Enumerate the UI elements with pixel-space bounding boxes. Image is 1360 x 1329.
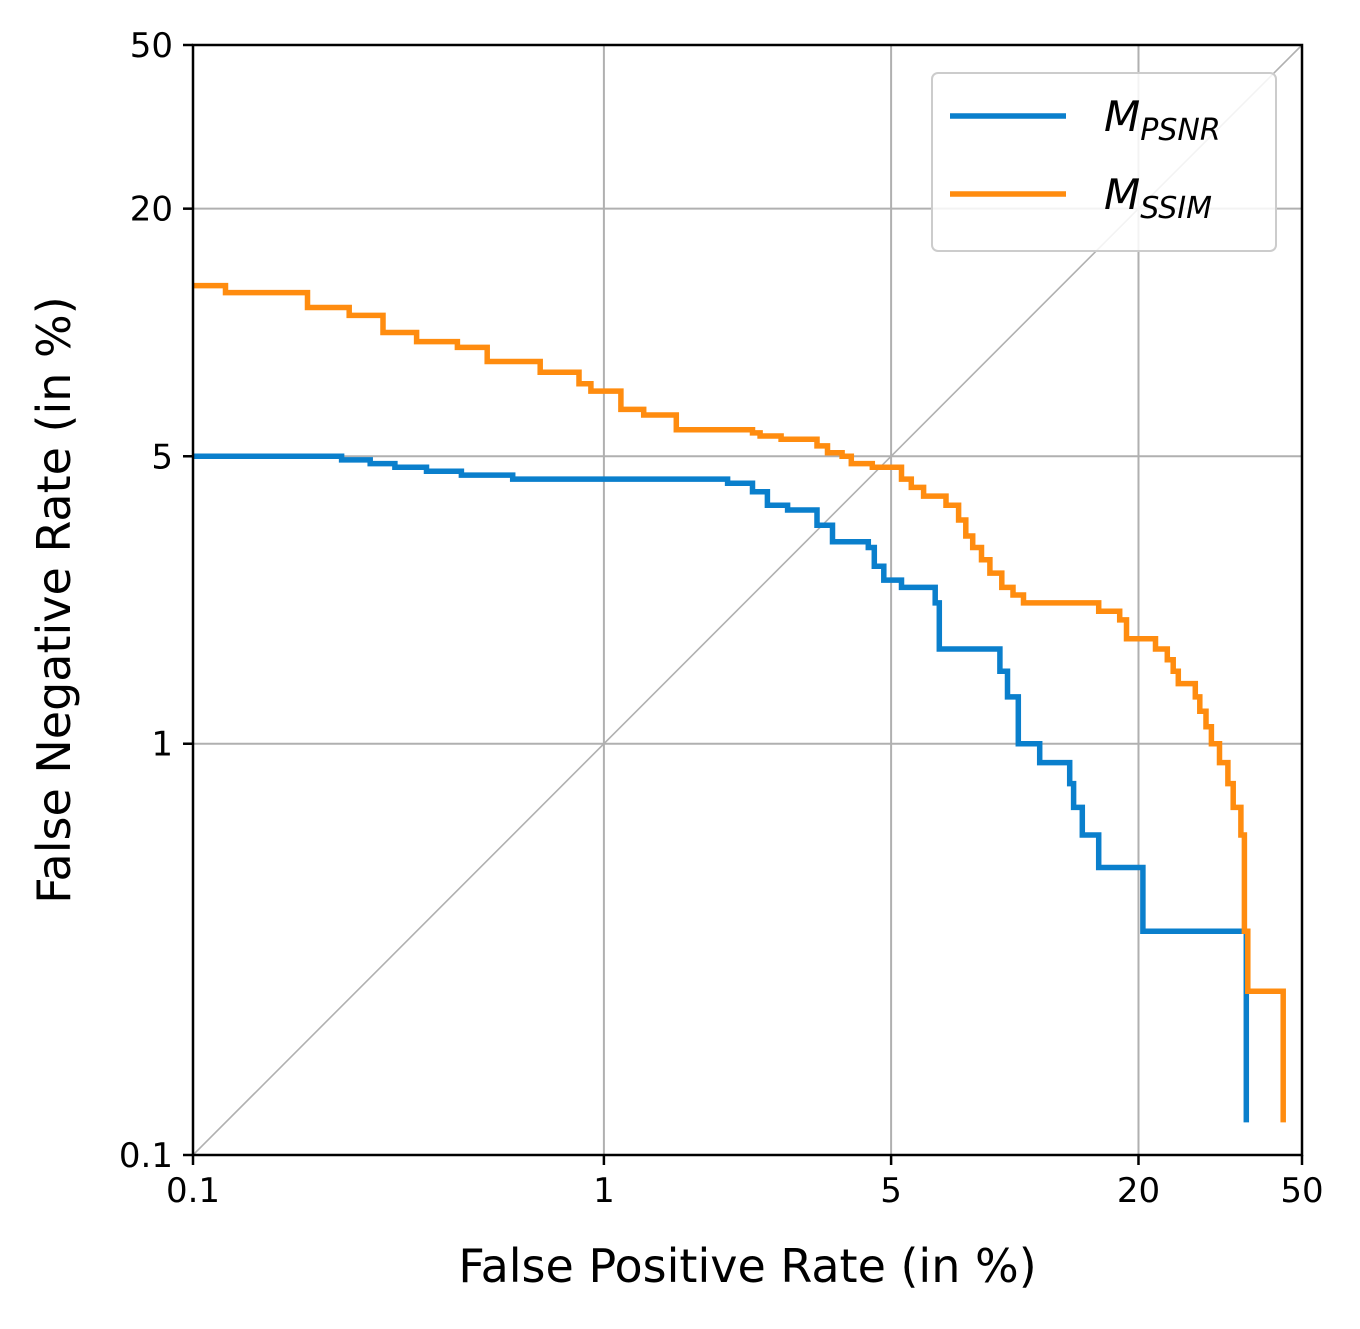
legend-label-main: M (1104, 92, 1140, 141)
y-axis-label: False Negative Rate (in %) (27, 296, 81, 903)
y-tick-label: 20 (130, 190, 173, 230)
series-line-ssim (193, 282, 1286, 1123)
x-tick-label: 5 (880, 1171, 902, 1211)
legend-label: MPSNR (1104, 92, 1221, 148)
legend-label-sub: SSIM (1140, 191, 1212, 226)
legend-label-main: M (1104, 170, 1140, 219)
axis-ticks: 0.1 1 5 20 50 0.1 1 5 20 50 (119, 26, 1324, 1211)
y-tick-label: 0.1 (119, 1136, 173, 1176)
legend-label: MSSIM (1104, 170, 1212, 226)
plot-frame (191, 43, 1304, 1157)
y-tick-label: 50 (130, 26, 173, 66)
y-tick-label: 5 (151, 437, 173, 477)
x-tick-label: 50 (1280, 1171, 1323, 1211)
x-tick-label: 20 (1117, 1171, 1160, 1211)
legend-label-sub: PSNR (1140, 113, 1220, 148)
x-axis-label: False Positive Rate (in %) (458, 1239, 1036, 1293)
y-tick-label: 1 (151, 725, 173, 765)
series-line-psnr (193, 453, 1250, 1123)
x-tick-label: 0.1 (166, 1171, 220, 1211)
x-tick-label: 1 (593, 1171, 615, 1211)
series-layer (193, 282, 1286, 1123)
